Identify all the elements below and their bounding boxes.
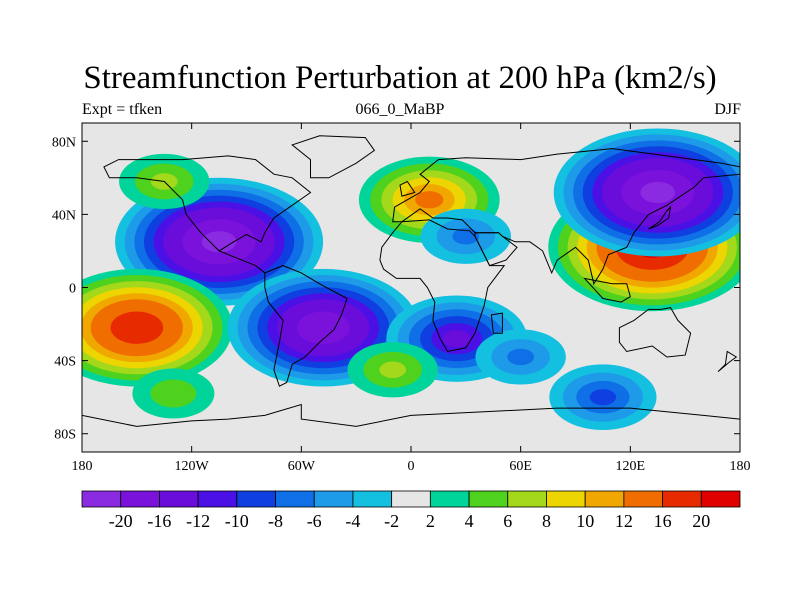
chart-title: Streamfunction Perturbation at 200 hPa (… [83,60,717,96]
field-anomaly [132,368,215,419]
colorbar: -20 -16 -12 -10 -8 -6 -4 -2 2 4 6 8 10 12 16 20 [81,490,741,531]
x-tick-label: 180 [72,459,93,474]
colorbar-swatch [623,490,663,508]
field-anomaly [475,329,566,385]
coastline [103,155,312,274]
colorbar-swatch [700,490,741,508]
colorbar-swatch [507,490,547,508]
contour-band [640,181,676,204]
run-label: 066_0_MaBP [355,101,445,118]
contour-field [82,123,740,452]
x-tick-label: 60W [288,459,316,474]
colorbar-label: -16 [147,511,171,531]
contour-band [415,191,444,209]
experiment-label: Expt = tfken [82,101,163,118]
x-tick-label: 0 [408,459,415,474]
colorbar-swatch [546,490,586,508]
field-anomaly [82,268,233,387]
colorbar-label: 16 [654,511,672,531]
colorbar-label: -2 [384,511,399,531]
colorbar-swatch [120,490,160,508]
colorbar-label: -4 [345,511,360,531]
coastline [583,277,631,303]
coastline [490,312,503,334]
y-tick-label: 80S [54,428,76,443]
coastlines [82,135,740,452]
colorbar-swatch [197,490,238,508]
coastline [82,403,740,452]
x-tick-label: 120E [616,459,646,474]
coastline [648,205,672,230]
x-tick-label: 60E [509,459,532,474]
colorbar-swatch [313,490,354,508]
coastline [264,265,348,387]
y-tick-label: 80N [52,135,76,150]
field-anomaly [549,364,657,430]
field-anomaly [420,208,512,264]
coastline [399,180,416,197]
contour-band [296,311,350,344]
y-tick-label: 40S [54,355,76,370]
season-label: DJF [714,101,741,118]
colorbar-label: 10 [576,511,594,531]
contour-band [507,348,535,366]
field-anomaly [115,177,324,306]
y-tick-label: 0 [69,282,76,297]
contour-band [452,228,480,245]
colorbar-swatch [352,490,393,508]
y-tick-label: 40N [52,208,76,223]
coastline [474,232,518,267]
colorbar-swatch [81,490,122,508]
contour-band [201,231,237,253]
field-anomaly [347,342,438,398]
x-tick-label: 120W [175,459,210,474]
colorbar-swatch [159,490,199,508]
colorbar-label: -12 [186,511,210,531]
coastline [379,219,506,353]
coastline [291,135,376,179]
colorbar-swatch [391,490,431,508]
colorbar-label: 4 [465,511,474,531]
colorbar-swatch [236,490,276,508]
colorbar-swatch [429,490,470,508]
contour-band [589,389,617,406]
contour-band [379,361,407,378]
field-anomaly [553,128,740,257]
colorbar-label: -6 [307,511,322,531]
contour-band [150,379,197,408]
colorbar-label: -10 [225,511,249,531]
colorbar-swatch [584,490,625,508]
colorbar-label: 6 [503,511,512,531]
colorbar-label: -8 [268,511,283,531]
colorbar-label: -20 [109,511,133,531]
colorbar-label: 8 [542,511,551,531]
colorbar-swatch [662,490,702,508]
colorbar-swatch [468,490,509,508]
axis-ticks: 180 120W 60W 0 60E 120E 180 80N 40N 0 40S 80S [52,123,751,474]
x-tick-label: 180 [730,459,751,474]
colorbar-label: 20 [692,511,710,531]
colorbar-label: 2 [426,511,435,531]
coastline [717,350,738,372]
contour-band [110,311,164,344]
colorbar-swatch [275,490,315,508]
coastline [618,307,692,358]
colorbar-label: 12 [615,511,633,531]
contour-band [442,330,471,348]
